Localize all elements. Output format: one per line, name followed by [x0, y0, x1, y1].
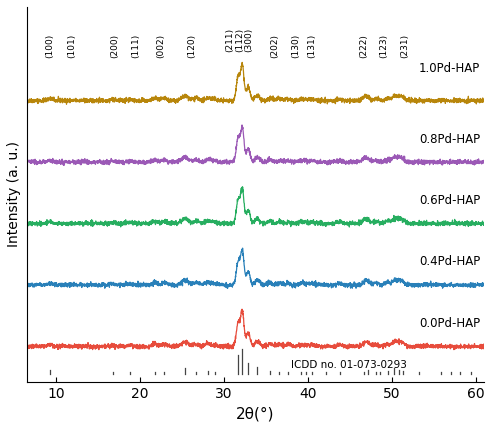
X-axis label: 2θ(°): 2θ(°) — [236, 406, 275, 421]
Text: (111): (111) — [131, 34, 140, 58]
Text: (202): (202) — [270, 34, 279, 58]
Text: 0.8Pd-HAP: 0.8Pd-HAP — [419, 133, 480, 146]
Text: (211): (211) — [225, 28, 234, 52]
Text: (200): (200) — [110, 34, 119, 58]
Text: (231): (231) — [400, 34, 409, 58]
Text: (222): (222) — [360, 34, 369, 58]
Text: ICDD no. 01-073-0293: ICDD no. 01-073-0293 — [291, 360, 407, 370]
Text: (101): (101) — [68, 34, 76, 58]
Text: (130): (130) — [291, 34, 300, 58]
Text: 0.4Pd-HAP: 0.4Pd-HAP — [419, 256, 480, 268]
Text: (002): (002) — [156, 34, 165, 58]
Text: (123): (123) — [379, 34, 388, 58]
Text: (112): (112) — [235, 28, 245, 52]
Text: (300): (300) — [245, 27, 253, 52]
Text: 1.0Pd-HAP: 1.0Pd-HAP — [419, 62, 480, 75]
Text: (100): (100) — [45, 34, 55, 58]
Text: 0.6Pd-HAP: 0.6Pd-HAP — [419, 194, 480, 207]
Y-axis label: Intensity (a. u.): Intensity (a. u.) — [7, 141, 21, 247]
Text: 0.0Pd-HAP: 0.0Pd-HAP — [419, 317, 480, 330]
Text: (120): (120) — [187, 34, 197, 58]
Text: (131): (131) — [308, 34, 317, 58]
